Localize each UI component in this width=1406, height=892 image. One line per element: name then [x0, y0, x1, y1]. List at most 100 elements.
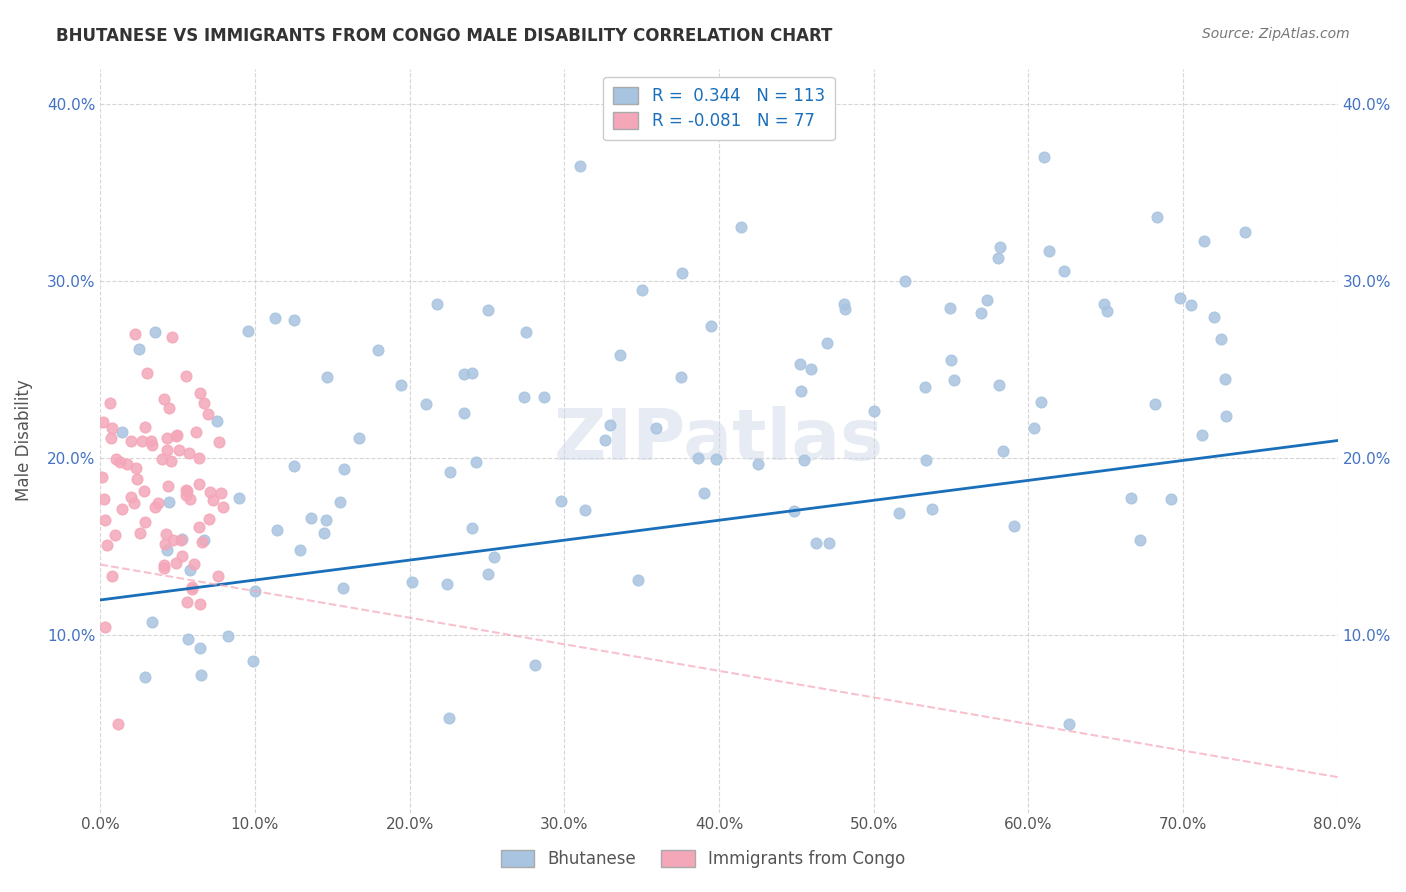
Bhutanese	[332, 582, 354, 596]
Bhutanese	[1215, 372, 1237, 386]
Bhutanese	[887, 506, 910, 520]
Bhutanese	[599, 417, 621, 432]
Bhutanese	[1209, 332, 1232, 346]
Bhutanese	[453, 367, 475, 381]
Immigrants from Congo	[134, 515, 156, 529]
Immigrants from Congo	[111, 502, 134, 516]
Bhutanese	[790, 384, 813, 398]
Bhutanese	[143, 325, 166, 339]
Bhutanese	[804, 536, 827, 550]
Point	[893, 274, 915, 288]
Bhutanese	[686, 450, 709, 465]
Immigrants from Congo	[193, 396, 215, 410]
Text: BHUTANESE VS IMMIGRANTS FROM CONGO MALE DISABILITY CORRELATION CHART: BHUTANESE VS IMMIGRANTS FROM CONGO MALE …	[56, 27, 832, 45]
Bhutanese	[464, 455, 486, 469]
Bhutanese	[316, 369, 339, 384]
Bhutanese	[264, 310, 287, 325]
Immigrants from Congo	[208, 434, 231, 449]
Bhutanese	[915, 453, 938, 467]
Y-axis label: Male Disability: Male Disability	[15, 380, 32, 501]
Bhutanese	[436, 576, 458, 591]
Immigrants from Congo	[176, 483, 198, 497]
Bhutanese	[939, 352, 962, 367]
Bhutanese	[205, 414, 228, 428]
Bhutanese	[484, 549, 506, 564]
Bhutanese	[533, 390, 555, 404]
Bhutanese	[347, 431, 370, 445]
Immigrants from Congo	[187, 451, 209, 466]
Bhutanese	[942, 373, 965, 387]
Bhutanese	[367, 343, 389, 357]
Bhutanese	[177, 632, 200, 646]
Immigrants from Congo	[125, 460, 148, 475]
Point	[630, 283, 652, 297]
Immigrants from Congo	[157, 401, 180, 416]
Immigrants from Congo	[125, 472, 148, 486]
Bhutanese	[609, 348, 631, 362]
Immigrants from Congo	[101, 420, 124, 434]
Immigrants from Congo	[197, 407, 219, 421]
Bhutanese	[669, 370, 692, 384]
Bhutanese	[921, 501, 943, 516]
Bhutanese	[1022, 420, 1045, 434]
Bhutanese	[991, 443, 1014, 458]
Bhutanese	[1053, 264, 1076, 278]
Bhutanese	[1234, 225, 1257, 239]
Immigrants from Congo	[153, 537, 176, 551]
Point	[1202, 310, 1225, 324]
Immigrants from Congo	[146, 496, 169, 510]
Bhutanese	[1038, 244, 1060, 259]
Immigrants from Congo	[159, 454, 181, 468]
Immigrants from Congo	[104, 528, 127, 542]
Bhutanese	[1191, 427, 1213, 442]
Immigrants from Congo	[202, 492, 225, 507]
Bhutanese	[437, 711, 460, 725]
Immigrants from Congo	[94, 513, 117, 527]
Bhutanese	[627, 573, 650, 587]
Immigrants from Congo	[91, 470, 114, 484]
Bhutanese	[818, 536, 841, 550]
Immigrants from Congo	[156, 431, 179, 445]
Bhutanese	[245, 583, 267, 598]
Immigrants from Congo	[98, 396, 121, 410]
Immigrants from Congo	[153, 561, 176, 575]
Immigrants from Congo	[162, 533, 184, 548]
Immigrants from Congo	[188, 476, 211, 491]
Bhutanese	[513, 390, 536, 404]
Bhutanese	[976, 293, 998, 307]
Immigrants from Congo	[180, 580, 202, 594]
Bhutanese	[783, 504, 806, 518]
Immigrants from Congo	[100, 431, 122, 445]
Immigrants from Congo	[141, 438, 163, 452]
Bhutanese	[1180, 297, 1202, 311]
Bhutanese	[157, 495, 180, 509]
Immigrants from Congo	[150, 451, 173, 466]
Immigrants from Congo	[93, 491, 115, 506]
Bhutanese	[645, 421, 668, 435]
Bhutanese	[190, 640, 212, 655]
Bhutanese	[283, 459, 305, 474]
Point	[1032, 150, 1054, 164]
Bhutanese	[128, 343, 150, 357]
Bhutanese	[789, 357, 811, 371]
Bhutanese	[704, 452, 727, 467]
Immigrants from Congo	[96, 538, 118, 552]
Bhutanese	[1143, 397, 1166, 411]
Bhutanese	[593, 434, 616, 448]
Bhutanese	[299, 510, 322, 524]
Immigrants from Congo	[170, 549, 193, 563]
Immigrants from Congo	[153, 392, 176, 406]
Immigrants from Congo	[176, 369, 198, 384]
Bhutanese	[179, 563, 201, 577]
Bhutanese	[793, 453, 815, 467]
Bhutanese	[329, 495, 352, 509]
Immigrants from Congo	[139, 434, 162, 448]
Bhutanese	[863, 404, 886, 418]
Bhutanese	[228, 491, 250, 506]
Immigrants from Congo	[198, 511, 221, 525]
Bhutanese	[800, 362, 823, 376]
Immigrants from Congo	[191, 535, 214, 549]
Immigrants from Congo	[165, 429, 187, 443]
Immigrants from Congo	[179, 491, 201, 506]
Bhutanese	[700, 319, 723, 334]
